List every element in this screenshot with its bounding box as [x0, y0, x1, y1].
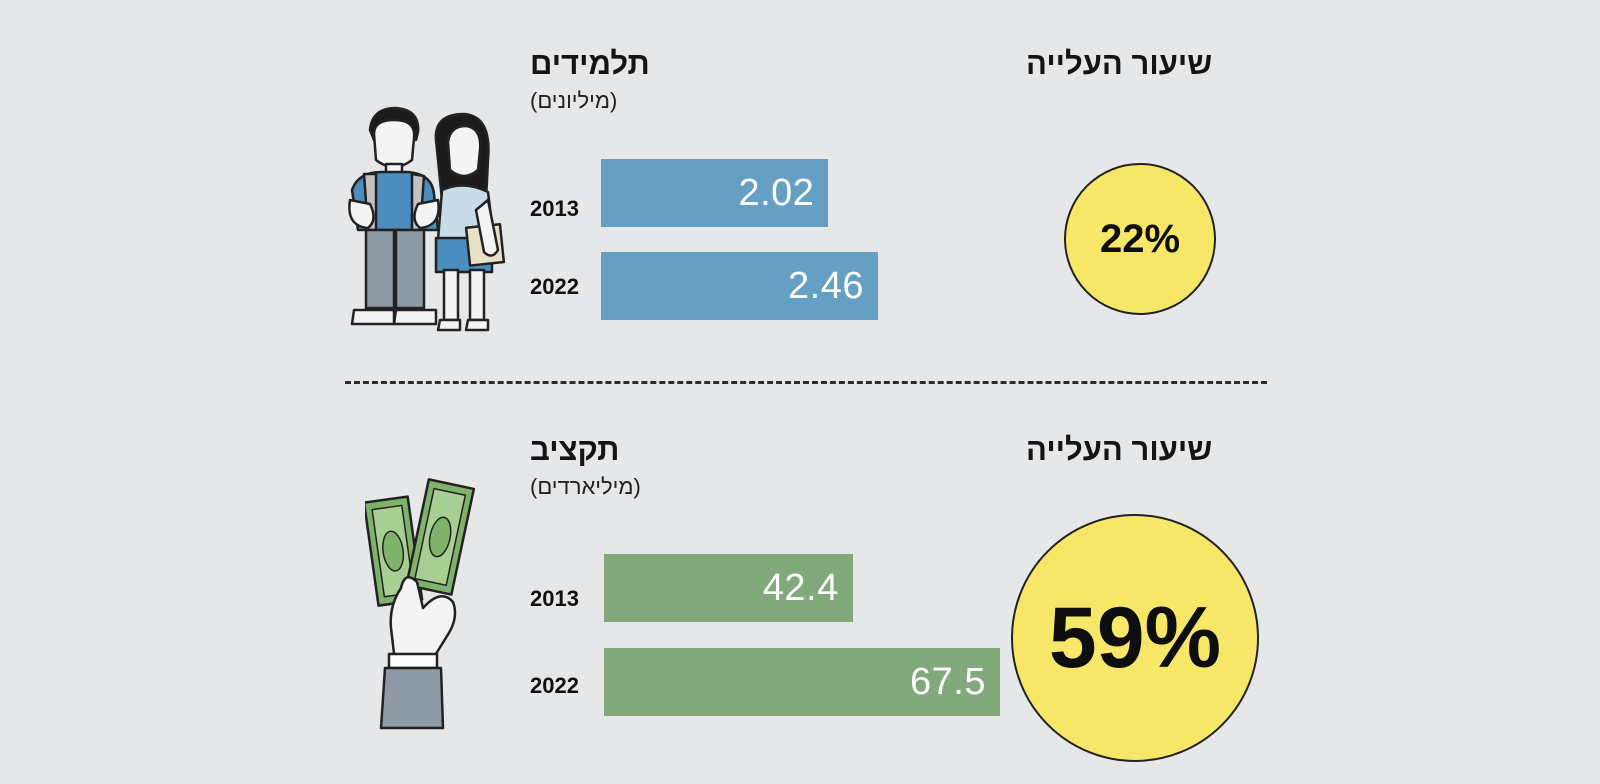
- budget-unit: (מיליארדים): [530, 474, 641, 499]
- budget-bar-2022: 67.5: [604, 648, 1000, 716]
- students-bar-2022: 2.46: [601, 252, 878, 320]
- students-bar-2013-label: 2.02: [738, 171, 815, 214]
- students-year-2022: 2022: [530, 274, 579, 299]
- budget-bar-2013-label: 42.4: [762, 566, 839, 609]
- students-rate-circle: 22%: [1064, 163, 1216, 315]
- budget-bar-2013: 42.4: [604, 554, 853, 622]
- budget-year-2022: 2022: [530, 673, 579, 698]
- students-bar-2022-label: 2.46: [788, 264, 864, 307]
- budget-bar-2022-label: 67.5: [910, 660, 986, 703]
- students-unit: (מיליונים): [530, 88, 618, 113]
- students-rate-label: שיעור העלייה: [1026, 46, 1213, 81]
- students-title: תלמידים: [530, 46, 650, 81]
- budget-year-2013: 2013: [530, 586, 579, 611]
- section-divider: [345, 381, 1267, 384]
- budget-rate-value: 59%: [1048, 589, 1222, 686]
- students-year-2013: 2013: [530, 196, 579, 221]
- students-rate-value: 22%: [1099, 216, 1181, 261]
- students-bar-2013: 2.02: [601, 159, 829, 227]
- money-hand-icon: [365, 478, 476, 730]
- budget-rate-label: שיעור העלייה: [1026, 432, 1213, 467]
- budget-rate-circle: 59%: [1011, 514, 1259, 762]
- students-icon: [348, 106, 506, 332]
- budget-title: תקציב: [530, 432, 620, 467]
